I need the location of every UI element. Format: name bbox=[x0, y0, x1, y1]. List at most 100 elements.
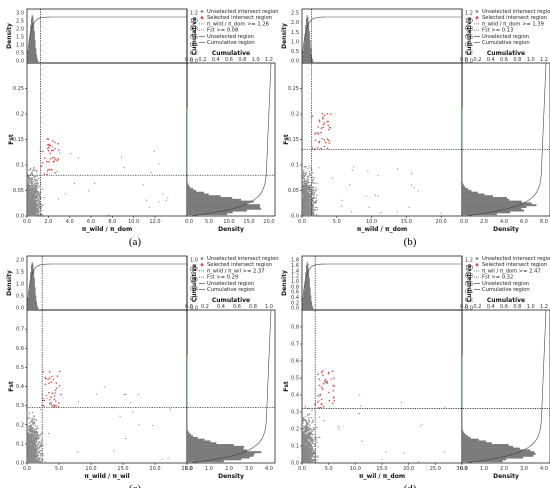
legend-entry: Selected intersect region bbox=[207, 15, 272, 21]
selected-point bbox=[55, 387, 58, 390]
right-cumulative-tick: 0.2 bbox=[473, 57, 481, 63]
unselected-point bbox=[306, 171, 308, 174]
top-density-tick: 3.0 bbox=[16, 11, 24, 17]
unselected-point bbox=[33, 453, 35, 455]
right-hist-bar bbox=[187, 404, 188, 407]
legend-entry: Unselected region bbox=[207, 34, 254, 40]
unselected-point bbox=[311, 438, 313, 441]
unselected-point bbox=[308, 432, 310, 435]
y-tick-label: 0.1 bbox=[16, 163, 24, 169]
unselected-point bbox=[33, 423, 35, 425]
right-density-label: Density bbox=[493, 473, 519, 480]
unselected-point bbox=[40, 408, 42, 411]
right-hist-bar bbox=[462, 460, 503, 463]
top-hist-bar bbox=[306, 262, 308, 310]
selected-point bbox=[330, 378, 332, 380]
right-hist-bar bbox=[187, 188, 194, 191]
unselected-point bbox=[305, 424, 308, 426]
panel-4: 0.0 5.0 10.0 15.0 20.0 25.0 30.00.00.10.20.30.… bbox=[281, 255, 550, 488]
right-density-tick: 8.0 bbox=[540, 219, 548, 225]
top-hist-bar bbox=[306, 15, 308, 64]
unselected-point bbox=[306, 193, 308, 195]
right-hist-bar bbox=[462, 202, 532, 205]
top-hist-bar bbox=[309, 287, 311, 310]
unselected-point bbox=[41, 204, 44, 206]
unselected-point bbox=[307, 451, 309, 454]
right-cumulative-tick: 0.4 bbox=[217, 304, 225, 310]
right-cumulative-label: Cumulative bbox=[212, 297, 250, 304]
unselected-point bbox=[32, 211, 34, 214]
unselected-point bbox=[303, 419, 306, 421]
unselected-point bbox=[31, 458, 33, 461]
unselected-point bbox=[308, 428, 310, 431]
top-cumulative-tick: 1.0 bbox=[190, 258, 198, 264]
x-tick-label: 30.0 bbox=[456, 466, 467, 472]
unselected-point bbox=[303, 196, 306, 199]
right-hist-bar bbox=[462, 442, 492, 445]
unselected-point bbox=[28, 183, 30, 186]
unselected-point bbox=[368, 206, 370, 208]
unselected-point bbox=[306, 183, 308, 185]
unselected-point bbox=[302, 173, 305, 175]
legend-entry: Cumulative region bbox=[482, 287, 530, 293]
legend-entry: Cumulative region bbox=[207, 40, 255, 46]
top-density-tick: 0.8 bbox=[291, 284, 299, 290]
unselected-point bbox=[31, 196, 33, 198]
top-hist-bar bbox=[34, 40, 36, 63]
unselected-point bbox=[34, 433, 37, 435]
x-tick-label: 4.0 bbox=[66, 219, 74, 225]
unselected-point bbox=[312, 212, 315, 215]
legend-entry: π_wild / π_dom >= 1.39 bbox=[482, 21, 544, 27]
unselected-point bbox=[36, 437, 39, 440]
unselected-point bbox=[306, 211, 309, 213]
right-hist-bar bbox=[462, 161, 463, 164]
unselected-point bbox=[31, 419, 33, 421]
top-density-tick: 2.0 bbox=[291, 20, 299, 26]
unselected-point bbox=[29, 200, 31, 202]
unselected-point bbox=[34, 193, 37, 195]
unselected-point bbox=[302, 206, 304, 208]
unselected-point bbox=[303, 434, 305, 437]
unselected-point bbox=[33, 196, 35, 199]
unselected-point bbox=[307, 195, 309, 197]
right-hist-bar bbox=[462, 403, 463, 405]
unselected-point bbox=[307, 445, 309, 447]
right-density-tick: 1.0 bbox=[480, 466, 488, 472]
selected-point bbox=[54, 392, 56, 394]
panel-3: 0.0 5.0 10.0 15.0 20.0 25.00.00.10.20.30.40.5… bbox=[6, 255, 279, 488]
right-hist-bar bbox=[462, 191, 478, 194]
unselected-point bbox=[28, 435, 30, 437]
unselected-point bbox=[37, 207, 40, 210]
unselected-point bbox=[36, 175, 38, 177]
unselected-point bbox=[38, 451, 40, 453]
right-density-label: Density bbox=[218, 226, 244, 233]
y-tick-label: 0.3 bbox=[291, 410, 299, 416]
selected-point bbox=[318, 141, 320, 144]
unselected-point bbox=[306, 206, 308, 209]
right-hist-bar bbox=[187, 442, 217, 445]
right-hist-bar bbox=[187, 445, 245, 448]
unselected-point bbox=[28, 433, 30, 435]
top-cumulative-curve bbox=[26, 263, 187, 309]
top-density-tick: 1.2 bbox=[291, 274, 299, 280]
unselected-point bbox=[35, 436, 37, 438]
unselected-point bbox=[306, 198, 308, 201]
unselected-point bbox=[308, 215, 311, 217]
selected-point bbox=[322, 126, 324, 129]
right-hist-bar bbox=[462, 445, 514, 448]
right-hist-bar bbox=[462, 182, 464, 185]
right-hist-bar bbox=[462, 116, 463, 119]
top-hist-bar bbox=[313, 309, 315, 310]
top-cumulative-tick: 0.0 bbox=[465, 59, 473, 65]
legend-entry: Unselected intersect region bbox=[482, 256, 550, 262]
unselected-point bbox=[314, 456, 316, 458]
unselected-point bbox=[27, 454, 30, 456]
unselected-point bbox=[36, 212, 39, 214]
unselected-point bbox=[353, 166, 355, 168]
selected-point bbox=[45, 394, 48, 397]
unselected-point bbox=[308, 446, 310, 449]
right-hist-bar bbox=[187, 131, 188, 133]
unselected-point bbox=[27, 198, 29, 200]
unselected-point bbox=[28, 456, 30, 459]
unselected-point bbox=[28, 178, 30, 180]
